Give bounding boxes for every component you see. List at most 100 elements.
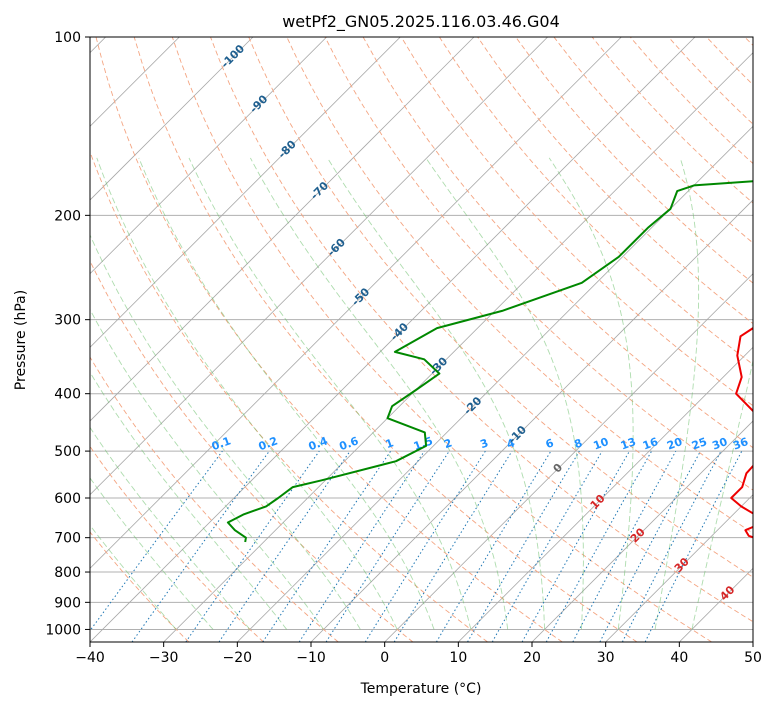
- mixing-ratio-line: [131, 450, 270, 642]
- isotherm-line: [90, 37, 696, 642]
- y-tick-label: 600: [54, 491, 81, 507]
- y-tick-label: 500: [54, 444, 81, 460]
- mixing-ratio-label: 2: [442, 436, 454, 451]
- isotherm-label: 0: [551, 461, 566, 476]
- mixing-ratio-label: 36: [731, 435, 750, 453]
- mixing-ratio-label: 0.6: [338, 434, 361, 453]
- dry-adiabat-line: [744, 37, 753, 47]
- dry-adiabat-line: [171, 37, 712, 642]
- dry-adiabat-line: [400, 37, 753, 407]
- x-tick-label: 10: [449, 650, 467, 666]
- mixing-ratio-label: 1: [384, 436, 396, 451]
- mixing-ratio-label: 25: [690, 435, 709, 452]
- mixing-ratio-label: 8: [572, 436, 584, 451]
- mixing-ratio-line: [393, 450, 513, 642]
- chart-title: wetPf2_GN05.2025.116.03.46.G04: [282, 12, 560, 32]
- mixing-ratio-label: 3: [478, 436, 490, 451]
- x-tick-label: 0: [380, 650, 389, 666]
- moist-adiabat-line: [90, 426, 251, 630]
- x-tick-label: 30: [597, 650, 615, 666]
- mixing-ratio-line: [599, 450, 701, 642]
- mixing-ratio-line: [435, 450, 552, 642]
- moist-adiabat-line: [90, 477, 214, 630]
- moist-adiabat-line: [691, 358, 753, 630]
- x-tick-label: −40: [75, 650, 105, 666]
- dry-adiabat-line: [133, 37, 638, 642]
- dry-adiabat-line: [515, 37, 753, 284]
- moist-adiabat-line: [654, 157, 700, 630]
- moist-adiabat-line: [250, 157, 509, 630]
- y-tick-label: 400: [54, 387, 81, 403]
- moist-adiabat-line: [548, 157, 634, 630]
- dry-adiabat-line: [324, 37, 753, 491]
- y-tick-label: 1000: [45, 622, 81, 638]
- moist-adiabat-line: [96, 157, 398, 630]
- mixing-ratio-label: 0.2: [257, 434, 280, 453]
- mixing-ratio-line: [185, 450, 320, 642]
- isotherm-line: [752, 641, 753, 642]
- moist-adiabat-line: [138, 157, 435, 630]
- x-axis-label: Temperature (°C): [360, 681, 482, 697]
- dry-adiabat-line: [90, 259, 414, 642]
- isotherm-line: [90, 37, 622, 569]
- x-tick-label: −20: [223, 650, 253, 666]
- mixing-ratio-label: 0.1: [210, 434, 233, 453]
- y-tick-label: 700: [54, 531, 81, 547]
- series-lines: [226, 180, 753, 543]
- moist-adiabat-line: [188, 157, 472, 630]
- mixing-ratio-label: 0.4: [307, 434, 330, 453]
- mixing-ratio-line: [298, 450, 425, 642]
- mixing-ratio-label: 6: [544, 436, 556, 451]
- y-tick-label: 300: [54, 313, 81, 329]
- mixing-ratio-label: 20: [665, 435, 684, 453]
- mixing-ratio-line: [521, 450, 630, 642]
- dry-adiabat-line: [90, 531, 190, 642]
- temperature-profile-line: [730, 326, 753, 539]
- isotherm-label: -100: [219, 42, 248, 71]
- mixing-ratio-line: [621, 450, 722, 642]
- moist-adiabat-line: [90, 308, 324, 630]
- x-tick-label: 40: [670, 650, 688, 666]
- y-tick-label: 100: [54, 30, 81, 46]
- axes: −40 −30 −20 −10 0 10 20 30 40 5010020030040050060…: [45, 30, 762, 666]
- isotherm-line: [90, 37, 475, 422]
- isotherm-line: [90, 37, 401, 348]
- dry-adiabat-line: [90, 150, 488, 642]
- isotherm-label: -90: [247, 92, 270, 115]
- mixing-ratio-label: 10: [592, 435, 611, 453]
- isotherm-line: [531, 420, 753, 642]
- mixing-ratio-line: [545, 450, 653, 642]
- isotherm-label: -60: [325, 236, 348, 259]
- mixing-ratio-line: [644, 450, 743, 642]
- dry-adiabat-line: [362, 37, 753, 449]
- line-labels: 0.1 0.2 0.4 0.6 1 1.5 2 3 4 6 8 10 13 16 20 25 30 36 -100 -…: [210, 42, 750, 603]
- dry-adiabat-line: [90, 445, 264, 642]
- isotherm-label: -20: [461, 394, 484, 417]
- isotherm-label: -70: [308, 179, 331, 202]
- isotherm-label: 40: [717, 583, 737, 603]
- isotherm-label: 10: [588, 492, 608, 512]
- isotherm-line: [163, 52, 753, 642]
- dry-adiabat-line: [591, 37, 753, 204]
- isotherm-line: [605, 494, 753, 642]
- isotherm-label: -40: [388, 320, 411, 343]
- mixing-ratio-line: [90, 450, 223, 632]
- dry-adiabat-line: [439, 37, 753, 365]
- mixing-ratio-label: 4: [505, 436, 517, 451]
- mixing-ratio-label: 30: [710, 435, 729, 453]
- y-tick-label: 900: [54, 595, 81, 611]
- dry-adiabat-line: [90, 356, 339, 642]
- mixing-ratio-line: [325, 450, 450, 642]
- y-axis-label: Pressure (hPa): [13, 290, 29, 390]
- x-tick-label: 20: [523, 650, 541, 666]
- isotherm-line: [384, 273, 753, 642]
- moist-adiabat-line: [327, 157, 546, 630]
- dry-adiabat-line: [248, 37, 753, 578]
- mixing-ratio-line: [218, 450, 351, 642]
- plot-frame: [89, 36, 754, 643]
- mixing-ratio-line: [572, 450, 677, 642]
- background-lines: [90, 37, 753, 642]
- dry-adiabat-line: [210, 37, 753, 623]
- mixing-ratio-line: [467, 450, 580, 642]
